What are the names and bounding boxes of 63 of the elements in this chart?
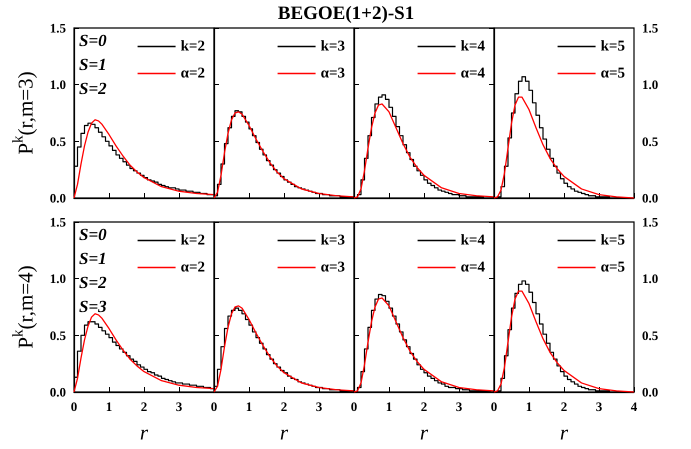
legend-label: α=2 <box>180 260 206 276</box>
legend-label: α=4 <box>460 66 486 82</box>
y-tick-label: 1.0 <box>50 271 66 286</box>
legend-label: k=3 <box>320 232 345 248</box>
legend-label: k=2 <box>180 38 205 54</box>
x-tick-label: 3 <box>316 399 323 414</box>
y-tick-label: 1.5 <box>50 214 66 230</box>
y-tick-label: 1.0 <box>50 77 66 92</box>
y-axis-title: Pk(r,m=3) <box>10 71 38 155</box>
x-tick-label: 2 <box>420 399 428 414</box>
annotation: S=2 <box>79 79 108 98</box>
x-tick-label: 2 <box>560 399 568 414</box>
legend-label: α=3 <box>320 66 346 82</box>
legend-label: α=4 <box>460 260 486 276</box>
legend-label: α=5 <box>600 66 626 82</box>
x-tick-label: 0 <box>490 399 498 414</box>
y2-tick-label: 1.0 <box>642 271 658 286</box>
chart-title: BEGOE(1+2)-S1 <box>278 3 414 25</box>
legend-label: k=3 <box>320 38 345 54</box>
y-tick-label: 0.5 <box>50 328 66 343</box>
x-tick-label: 0 <box>70 399 78 414</box>
x-axis-title: r <box>560 420 569 444</box>
x-axis-title: r <box>140 420 149 444</box>
annotation: S=1 <box>79 55 107 74</box>
x-axis-title: r <box>420 420 429 444</box>
x-tick-label: 1 <box>386 399 392 414</box>
x-tick-label: 1 <box>106 399 112 414</box>
x-tick-label: 0 <box>350 399 358 414</box>
x-tick-label: 3 <box>176 399 183 414</box>
legend-label: k=5 <box>600 232 625 248</box>
legend-label: α=5 <box>600 260 626 276</box>
annotation: S=1 <box>79 249 107 268</box>
legend-label: k=4 <box>460 38 486 54</box>
legend-label: α=3 <box>320 260 346 276</box>
legend-label: k=2 <box>180 232 205 248</box>
x-tick-label: 1 <box>526 399 532 414</box>
annotation: S=3 <box>79 297 108 316</box>
x-tick-label: 4 <box>630 399 638 414</box>
y-tick-label: 0.5 <box>50 134 66 149</box>
annotation: S=0 <box>79 225 108 244</box>
y-tick-label: 0.0 <box>50 384 66 400</box>
y2-tick-label: 0.5 <box>642 328 659 343</box>
x-tick-label: 3 <box>456 399 463 414</box>
y2-tick-label: 0.0 <box>642 384 658 400</box>
y2-tick-label: 0.0 <box>642 190 658 206</box>
x-tick-label: 2 <box>280 399 288 414</box>
x-tick-label: 3 <box>596 399 603 414</box>
y-tick-label: 0.0 <box>50 190 66 206</box>
y2-tick-label: 1.5 <box>642 20 659 36</box>
x-tick-label: 1 <box>246 399 252 414</box>
legend-label: k=5 <box>600 38 625 54</box>
annotation: S=2 <box>79 273 108 292</box>
legend-label: k=4 <box>460 232 486 248</box>
y2-tick-label: 1.0 <box>642 77 658 92</box>
x-tick-label: 0 <box>210 399 218 414</box>
y-axis-title: Pk(r,m=4) <box>10 265 38 349</box>
y-tick-label: 1.5 <box>50 20 66 36</box>
x-axis-title: r <box>280 420 289 444</box>
legend-label: α=2 <box>180 66 206 82</box>
y2-tick-label: 0.5 <box>642 134 659 149</box>
y2-tick-label: 1.5 <box>642 214 659 230</box>
annotation: S=0 <box>79 31 108 50</box>
x-tick-label: 2 <box>140 399 148 414</box>
